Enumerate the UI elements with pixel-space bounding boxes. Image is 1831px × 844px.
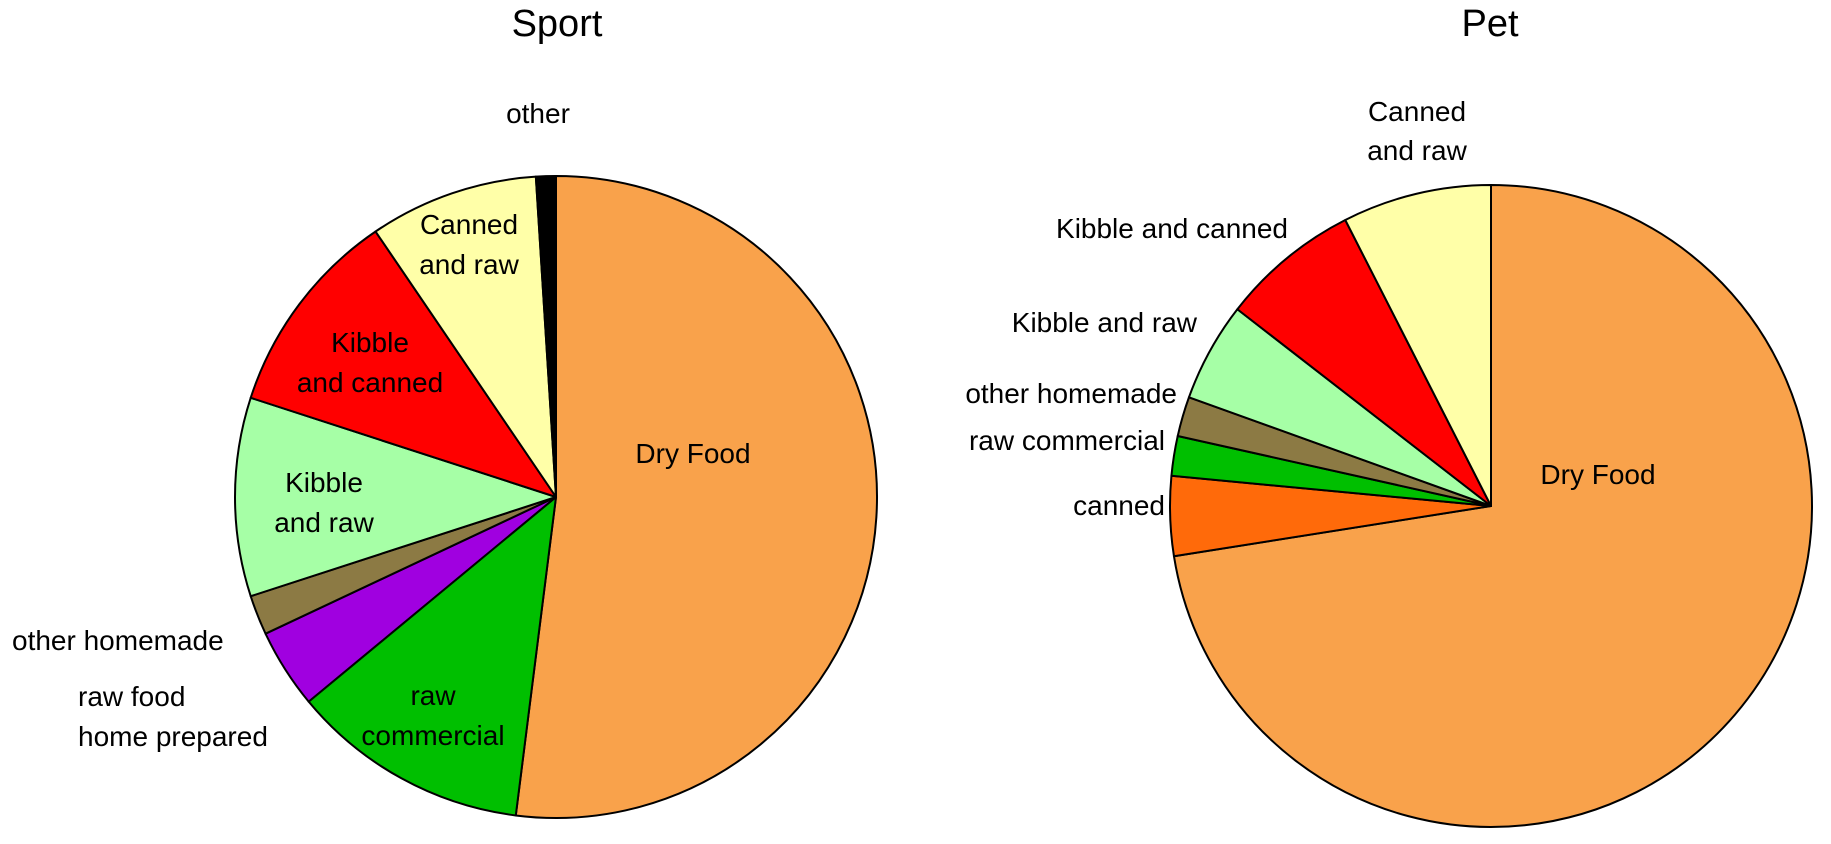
pet-slice-kibble-and-canned	[1236, 218, 1492, 507]
sport-label-raw-food-line1: raw food	[78, 681, 185, 712]
pet-slice-canned-and-raw	[1344, 184, 1492, 507]
sport-slice-other	[534, 175, 557, 498]
sport-label-canned-raw-line1: Canned	[420, 209, 518, 240]
pet-pie	[1169, 184, 1813, 828]
pet-label-canned-raw-line2: and raw	[1367, 135, 1467, 166]
sport-label-kibble-canned-line2: and canned	[297, 367, 443, 398]
pet-slice-dry-food	[1172, 184, 1813, 828]
sport-slice-kibble-and-raw	[234, 396, 557, 598]
sport-label-canned-raw-line2: and raw	[419, 249, 519, 280]
sport-label-kibble-raw-line2: and raw	[274, 507, 374, 538]
pet-label-raw-commercial: raw commercial	[969, 425, 1165, 456]
sport-slice-canned-and-raw	[374, 175, 557, 498]
sport-title: Sport	[512, 3, 603, 45]
sport-slice-kibble-and-canned	[249, 230, 557, 498]
sport-label-raw-commercial-line2: commercial	[361, 720, 504, 751]
sport-label-other-homemade: other homemade	[12, 625, 224, 656]
sport-label-raw-commercial-line1: raw	[410, 680, 456, 711]
sport-label-other: other	[506, 98, 570, 129]
pet-title: Pet	[1461, 3, 1518, 45]
sport-label-kibble-raw-line1: Kibble	[285, 467, 363, 498]
pet-label-kibble-canned: Kibble and canned	[1056, 213, 1288, 244]
pet-label-other-homemade: other homemade	[965, 378, 1177, 409]
sport-label-kibble-canned-line1: Kibble	[331, 327, 409, 358]
sport-label-dry-food: Dry Food	[635, 438, 750, 469]
pet-label-kibble-raw: Kibble and raw	[1012, 307, 1198, 338]
pet-label-dry-food: Dry Food	[1540, 459, 1655, 490]
sport-pie	[234, 175, 878, 819]
pet-label-canned: canned	[1073, 490, 1165, 521]
sport-slice-dry-food	[514, 175, 878, 819]
sport-slice-raw-commercial	[307, 496, 557, 817]
sport-label-raw-food-line2: home prepared	[78, 721, 268, 752]
pet-label-canned-raw-line1: Canned	[1368, 96, 1466, 127]
